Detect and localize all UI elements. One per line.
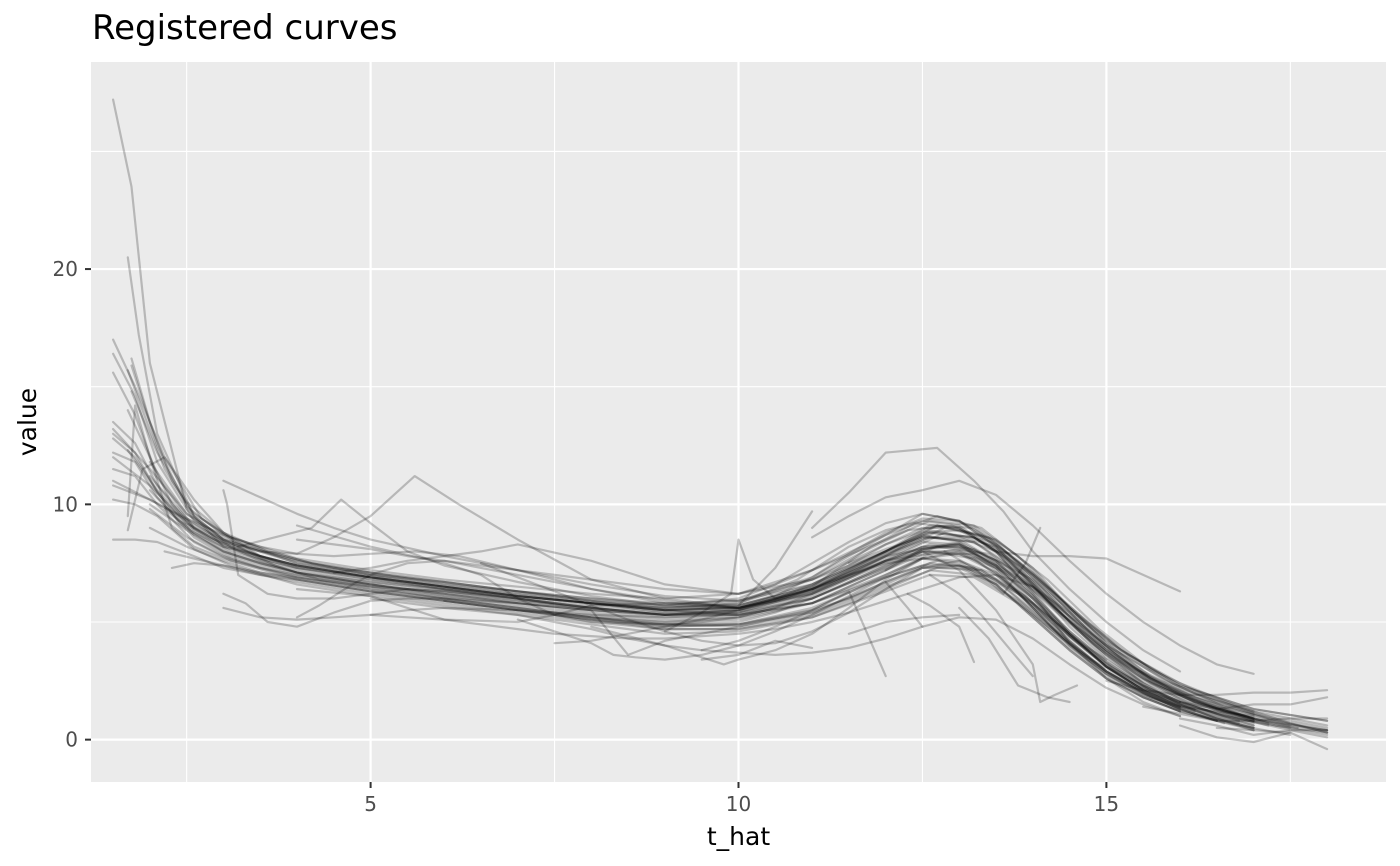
curve-line-38 [237,498,1255,722]
curve-line-49 [553,557,1182,713]
y-tick-label: 10 [53,492,78,516]
curve-line-13 [130,364,1255,715]
curve-line-8 [111,451,1196,711]
curve-line-42 [295,545,1255,727]
curve-line-23 [148,460,1182,708]
chart-title: Registered curves [92,8,398,48]
x-axis: 5 10 15 [364,782,1119,816]
grid-major [91,62,1386,782]
curve-line-29 [148,526,1255,732]
x-axis-title: t_hat [707,822,770,851]
curve-line-12 [130,357,1108,661]
curve-line-19 [111,456,1329,737]
curve-line-57 [847,536,1182,593]
curve-line-61 [884,550,1079,704]
y-tick-label: 20 [53,257,78,281]
curve-line-10 [111,498,1255,730]
curve-line-66 [1142,705,1329,722]
curve-line-28 [148,508,1182,713]
curve-line-44 [369,573,1255,722]
curve-line-20 [111,428,1329,739]
curve-line-37 [222,550,1218,722]
curve-line-41 [295,524,1255,730]
curve-line-54 [737,510,814,607]
curve-line-27 [148,503,1240,725]
curve-line-64 [958,606,1071,704]
curve-line-47 [479,559,1182,711]
curve-line-62 [943,526,1042,595]
curve-line-14 [126,456,1329,722]
x-tick-label: 10 [726,792,751,816]
curve-line-31 [170,545,1329,734]
curve-line-17 [126,409,1329,734]
curve-line-36 [222,559,1329,732]
curve-line-53 [700,639,814,661]
curve-line-39 [295,543,1226,725]
curve-line-65 [1105,679,1329,697]
curve-line-1 [111,98,1255,718]
curve-line-45 [369,597,1182,718]
curve-line-18 [126,369,1329,732]
curve-line-55 [810,446,1182,673]
curve-line-46 [443,550,1255,725]
curve-line-30 [163,550,1196,713]
curves [111,98,1329,751]
curve-line-15 [126,404,1255,713]
curve-line-50 [590,550,1255,730]
curve-line-40 [295,531,1255,720]
curve-line-56 [810,479,1255,675]
curve-line-70 [1178,724,1292,744]
curve-line-34 [222,479,1292,730]
curve-line-2 [126,256,1182,718]
curve-line-5 [111,371,1329,730]
y-axis: 0 10 20 [53,257,91,752]
curve-line-7 [111,432,1240,722]
curve-line-58 [884,580,924,628]
curve-line-11 [111,538,1270,725]
curve-line-6 [111,420,1255,722]
curve-line-26 [148,475,1255,727]
curve-line-52 [700,590,887,678]
curve-line-3 [111,338,1329,727]
curve-line-16 [126,449,1329,722]
curve-line-43 [332,519,1292,727]
curve-line-68 [1178,717,1329,737]
curve-line-51 [663,526,1182,708]
curve-line-22 [111,437,1299,730]
curve-line-9 [111,468,1270,727]
curve-line-25 [148,489,1182,704]
curve-line-69 [1215,726,1329,751]
curve-line-33 [111,475,1255,720]
x-tick-label: 15 [1094,792,1119,816]
curve-line-59 [906,592,976,664]
x-tick-label: 5 [364,792,377,816]
curve-line-67 [1178,696,1329,711]
curve-line-21 [130,390,1329,734]
curve-line-63 [847,613,961,635]
y-axis-title: value [13,388,42,456]
curve-line-35 [222,489,1292,737]
curve-line-60 [928,573,1034,678]
curve-line-4 [111,352,1255,720]
curve-line-32 [111,479,1329,732]
curve-line-48 [516,564,1218,722]
y-tick-label: 0 [65,728,78,752]
curve-line-24 [163,508,1255,732]
